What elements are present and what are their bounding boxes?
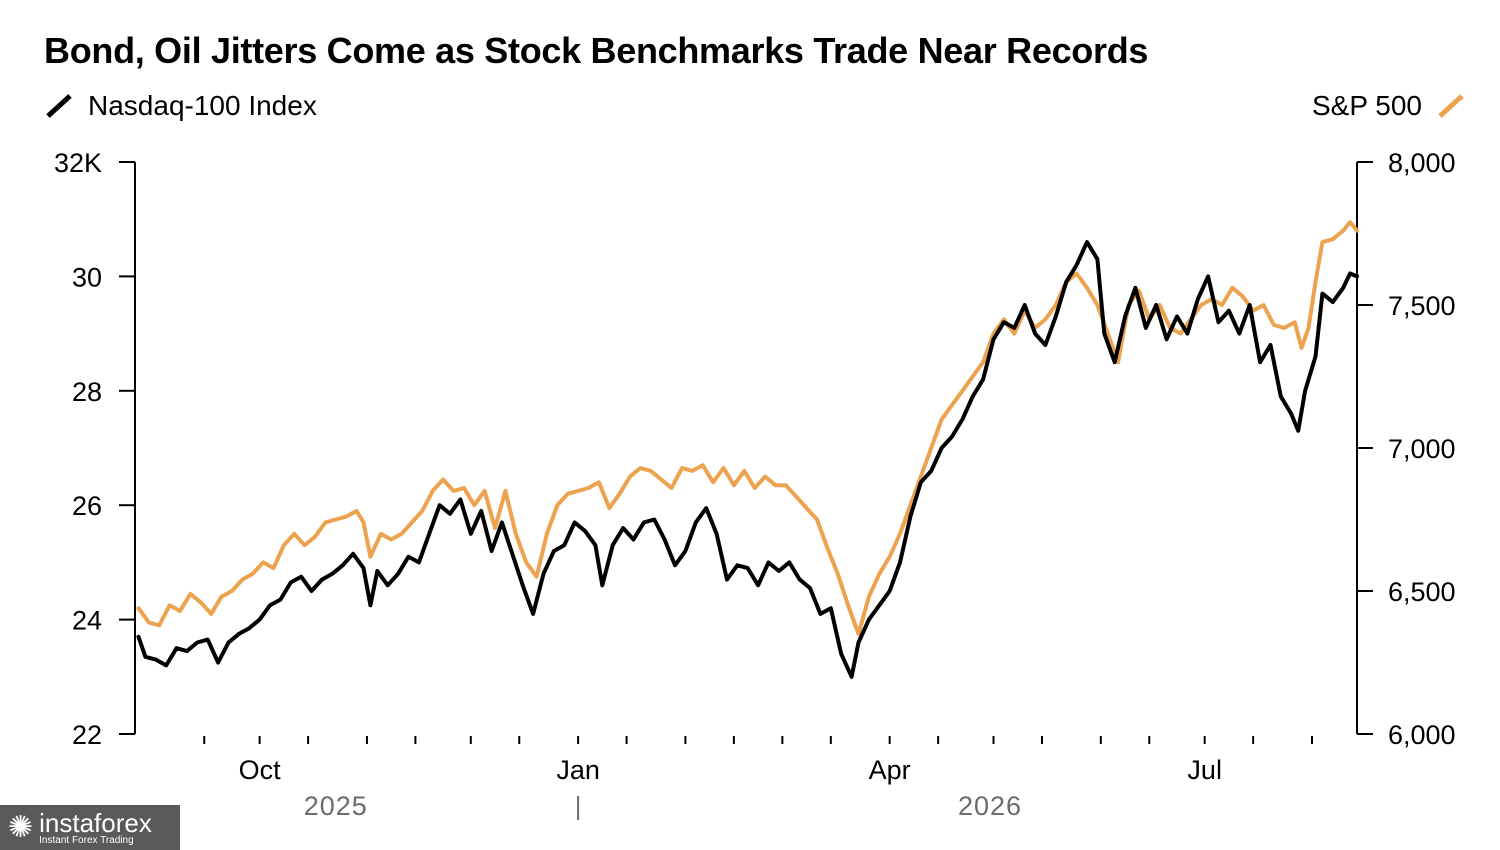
series-line-nasdaq-100	[136, 240, 1359, 679]
x-axis-year-label: 2025	[304, 791, 368, 821]
legend-swatch-sp500	[1438, 94, 1464, 118]
x-axis-tick-label: Oct	[239, 755, 282, 785]
left-axis-tick-label: 28	[72, 377, 102, 407]
legend-label-sp500: S&P 500	[1311, 90, 1422, 121]
legend-label-nasdaq: Nasdaq-100 Index	[88, 90, 317, 121]
legend-swatch-nasdaq	[46, 94, 72, 118]
left-axis-tick-label: 22	[72, 720, 102, 750]
watermark-name: instaforex	[39, 807, 152, 838]
series-line-sp500	[136, 220, 1359, 636]
left-axis-tick-label: 30	[72, 262, 102, 292]
chart-title: Bond, Oil Jitters Come as Stock Benchmar…	[44, 30, 1149, 71]
left-axis-tick-label: 32K	[54, 148, 102, 178]
x-axis-year-label: 2026	[958, 791, 1022, 821]
x-axis-tick-label: Apr	[869, 755, 911, 785]
x-axis-tick-label: Jul	[1187, 755, 1222, 785]
gear-icon: ✺	[8, 811, 34, 844]
right-axis-tick-label: 6,000	[1388, 720, 1456, 750]
x-axis-tick-label: Jan	[556, 755, 600, 785]
right-axis-tick-label: 8,000	[1388, 148, 1456, 178]
watermark-tagline: Instant Forex Trading	[39, 834, 134, 846]
right-axis-tick-label: 7,500	[1388, 291, 1456, 321]
right-axis-tick-label: 6,500	[1388, 577, 1456, 607]
left-axis-tick-label: 26	[72, 491, 102, 521]
legend-nasdaq: Nasdaq-100 Index	[44, 90, 317, 122]
legend-sp500: S&P 500	[1312, 90, 1466, 122]
right-axis-tick-label: 7,000	[1388, 434, 1456, 464]
watermark-logo: ✺ instaforex Instant Forex Trading	[0, 805, 180, 850]
left-axis-tick-label: 24	[72, 606, 102, 636]
